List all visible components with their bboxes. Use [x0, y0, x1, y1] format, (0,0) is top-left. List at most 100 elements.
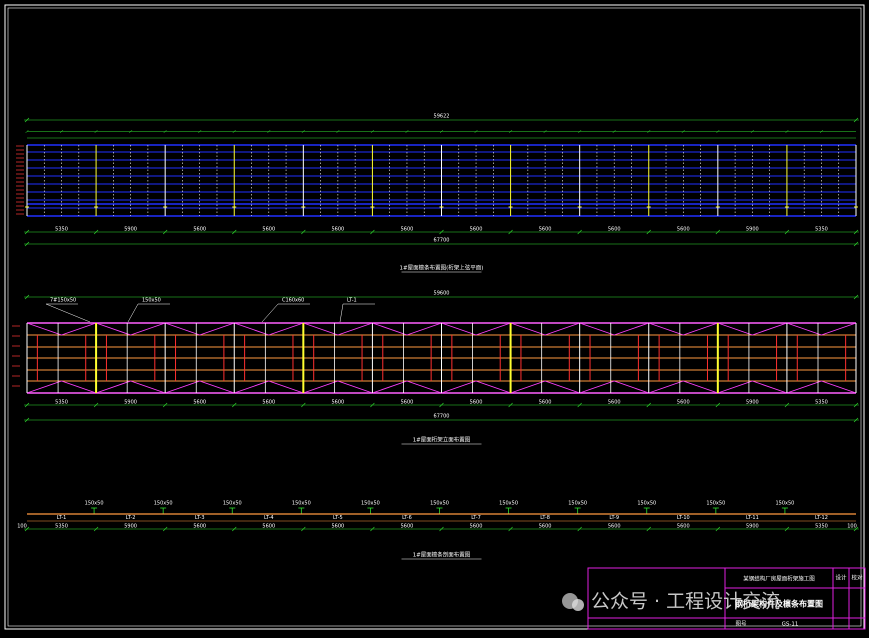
member-label: LT-1: [57, 515, 67, 521]
dimension-tick: [24, 229, 30, 235]
dimension-text: 5900: [124, 227, 137, 233]
dimension-text: 5600: [677, 227, 690, 233]
diagonal: [268, 322, 304, 336]
diagonal: [544, 322, 580, 336]
dimension-text: 5600: [262, 524, 275, 530]
dimension-text: 5900: [124, 400, 137, 406]
dimension-tick: [162, 526, 168, 532]
support-label: 150x50: [568, 501, 587, 507]
dimension-text: 5600: [608, 227, 621, 233]
title-block-frame: [587, 567, 866, 630]
support-label: 150x50: [775, 501, 794, 507]
member-label: LT-6: [402, 515, 412, 521]
dimension-tick: [508, 526, 513, 532]
check-label: 校对: [851, 574, 863, 582]
frame: [4, 4, 865, 630]
dimension-tick: [162, 402, 168, 408]
dimension-text: 5350: [55, 524, 68, 530]
callout: C160x60: [282, 298, 304, 304]
title-block: 某钢结构厂房屋面桁架施工图 钢桁架构件及檩条布置图 图号 GS-11 设计 校对: [587, 567, 866, 630]
dimension-tick: [162, 229, 168, 235]
member-label: LT-3: [195, 515, 205, 521]
diagonal: [26, 380, 62, 394]
dimension-text: 5600: [262, 400, 275, 406]
dimension-tick: [853, 417, 859, 423]
dimension-total: 67700: [434, 414, 450, 420]
dimension-total: 59622: [434, 114, 450, 120]
dimension-text: 5600: [608, 524, 621, 530]
diagonal: [717, 322, 753, 336]
dimension-tick: [24, 241, 30, 247]
dimension-text: 5600: [470, 400, 483, 406]
diagonal: [544, 380, 580, 394]
watermark: 公众号 · 工程设计交流: [562, 591, 780, 613]
diagonal: [717, 380, 753, 394]
diagonal: [130, 380, 166, 394]
dimension-tick: [784, 229, 790, 235]
dimension-tick: [508, 229, 513, 235]
dimension-tick: [370, 526, 375, 532]
dimension-text: 5600: [401, 524, 414, 530]
member-label: LT-5: [333, 515, 343, 521]
dimension-tick: [853, 402, 859, 408]
callout-leader: [339, 303, 344, 323]
dimension-text: 5600: [677, 524, 690, 530]
dimension-tick: [232, 526, 237, 532]
diagonal: [475, 322, 511, 336]
dimension-tick: [301, 229, 306, 235]
diagonal: [683, 380, 718, 394]
drawing-number: GS-11: [782, 622, 799, 628]
dimension-tick: [232, 402, 237, 408]
callout: 7#150x50: [50, 298, 76, 304]
member-label: LT-11: [746, 515, 759, 521]
diagonal: [821, 380, 857, 394]
diagonal: [337, 322, 373, 336]
dimension-text: 5600: [401, 227, 414, 233]
dimension-tick: [24, 117, 30, 123]
diagonal: [130, 322, 166, 336]
dimension-total: 59600: [434, 291, 450, 297]
member-label: LT-2: [126, 515, 136, 521]
member-label: LT-9: [609, 515, 619, 521]
diagonal: [234, 380, 269, 394]
callout-leader: [127, 303, 139, 323]
dimension-tick: [715, 402, 721, 408]
dimension-text: 5600: [677, 400, 690, 406]
dimension-tick: [646, 526, 651, 532]
callout-leader: [261, 303, 279, 323]
dimension-text: 5350: [815, 400, 828, 406]
dimension-tick: [853, 229, 859, 235]
dimension-tick: [439, 402, 444, 408]
dimension-tick: [853, 294, 859, 300]
inner-frame: [7, 7, 862, 627]
diagonal: [510, 380, 546, 394]
dimension-total: 67700: [434, 238, 450, 244]
dimension-text: 5600: [608, 400, 621, 406]
member-label: LT-12: [815, 515, 828, 521]
dimension-text: 5600: [470, 227, 483, 233]
support-label: 150x50: [361, 501, 380, 507]
dimension-tick: [784, 526, 790, 532]
diagonal: [441, 380, 477, 394]
diagonal: [683, 322, 718, 336]
dimension-tick: [232, 229, 237, 235]
diagonal: [234, 322, 269, 336]
dimension-tick: [715, 229, 721, 235]
member-label: LT-8: [540, 515, 550, 521]
dimension-tick: [93, 229, 99, 235]
dimension-tick: [577, 229, 582, 235]
diagonal: [372, 380, 408, 394]
dimension-tick: [577, 402, 582, 408]
diagonal: [95, 322, 131, 336]
dimension-text: 5600: [262, 227, 275, 233]
dimension-tick: [93, 402, 99, 408]
dimension-tick: [24, 417, 30, 423]
support-label: 150x50: [706, 501, 725, 507]
design-label: 设计: [835, 574, 847, 582]
dimension-text: 5900: [746, 400, 759, 406]
diagonal: [406, 380, 442, 394]
dimension-tick: [646, 402, 651, 408]
diagonal: [752, 322, 788, 336]
diagonal: [95, 380, 131, 394]
dimension-text: 5600: [332, 227, 345, 233]
